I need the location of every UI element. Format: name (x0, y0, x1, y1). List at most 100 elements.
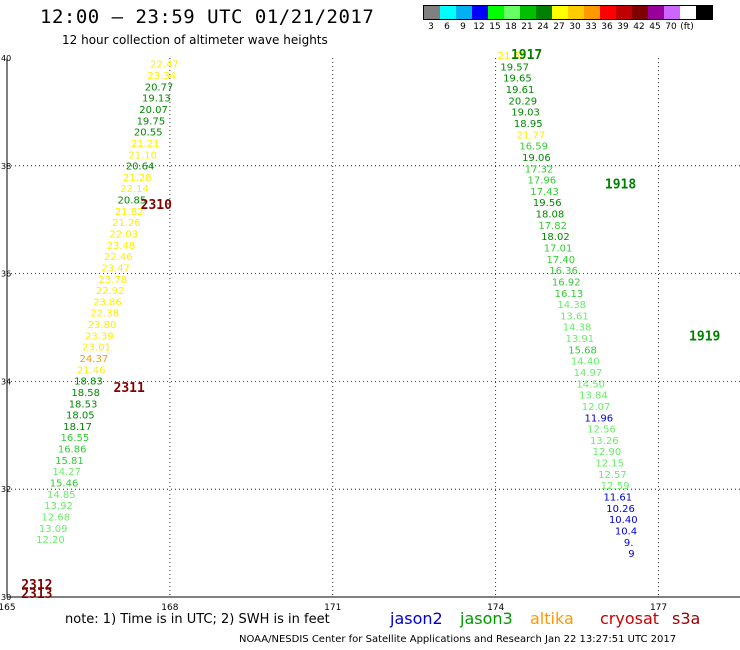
wave-height-label: 18.95 (514, 119, 543, 130)
wave-height-label: 21.28 (123, 173, 152, 184)
legend-swatch (520, 6, 536, 19)
wave-height-label: 18.53 (69, 399, 98, 410)
color-legend: 3 6 9 12 15 18 21 24 27 30 33 36 39 42 45 70 (ft) (423, 5, 713, 32)
wave-height-label: 22.47 (150, 60, 179, 71)
x-tick-label: 171 (324, 603, 341, 613)
legend-label: 45 (649, 22, 661, 32)
y-tick-label: 40 (1, 54, 11, 63)
wave-height-label: 21.21 (131, 139, 160, 150)
legend-swatch (568, 6, 584, 19)
wave-height-label: 13.91 (566, 334, 595, 345)
legend-label: 15 (489, 22, 501, 32)
wave-height-label: 12.90 (593, 447, 622, 458)
wave-height-label: 20.07 (139, 105, 168, 116)
time-marker-label: 1919 (689, 329, 720, 344)
legend-label: 21 (521, 22, 533, 32)
legend-swatch (456, 6, 472, 19)
wave-height-label: 19.03 (511, 108, 540, 119)
legend-label: 42 (633, 22, 645, 32)
wave-height-label: 22.03 (109, 229, 138, 240)
legend-swatch (440, 6, 456, 19)
wave-height-label: 17.01 (544, 244, 573, 255)
wave-height-label: 17.40 (547, 255, 576, 266)
wave-height-label: 18.58 (71, 388, 100, 399)
wave-height-label: 21.26 (112, 218, 141, 229)
satellite-s3a: s3a (672, 609, 701, 628)
wave-height-label: 21.10 (128, 150, 157, 161)
wave-height-label: 19.65 (503, 74, 532, 85)
legend-label: 24 (537, 22, 549, 32)
wave-height-label: 23.48 (107, 241, 136, 252)
wave-height-label: 10.4 (615, 526, 637, 537)
wave-height-label: 17.96 (527, 176, 556, 187)
time-marker-label: 1917 (511, 48, 542, 63)
wave-height-label: 22.14 (120, 184, 149, 195)
wave-height-label: 12.57 (598, 470, 627, 481)
legend-swatch (680, 6, 696, 19)
wave-height-label: 24.37 (80, 354, 109, 365)
legend-swatch (552, 6, 568, 19)
legend-label: 30 (569, 22, 581, 32)
legend-label: 36 (601, 22, 613, 32)
wave-height-label: 12.59 (601, 481, 630, 492)
legend-label: 12 (473, 22, 485, 32)
wave-height-label: 21.82 (115, 207, 144, 218)
wave-height-label: 14.50 (576, 379, 605, 390)
wave-height-label: 21.46 (77, 365, 106, 376)
wave-height-label: 23.34 (147, 71, 176, 82)
wave-height-label: 23.80 (88, 320, 117, 331)
wave-height-label: 23.39 (85, 331, 114, 342)
wave-height-label: 17.43 (530, 187, 559, 198)
page-title: 12:00 – 23:59 UTC 01/21/2017 (40, 6, 375, 28)
wave-height-label: 23.01 (82, 343, 111, 354)
legend-labels: 3 6 9 12 15 18 21 24 27 30 33 36 39 42 45 70 (ft) (423, 22, 713, 32)
legend-color-bar (423, 5, 713, 20)
wave-height-label: 12.56 (587, 425, 616, 436)
wave-height-label: 10.40 (609, 515, 638, 526)
wave-height-label: 18.17 (63, 422, 92, 433)
wave-height-label: 19.13 (142, 94, 171, 105)
wave-height-label: 14.38 (557, 300, 586, 311)
wave-height-label: 21.68 (498, 51, 527, 62)
satellite-cryosat: cryosat (600, 609, 660, 628)
wave-height-label: 20.29 (508, 96, 537, 107)
legend-swatch (472, 6, 488, 19)
wave-height-label: 23.86 (93, 297, 122, 308)
wave-height-label: 18.02 (541, 232, 570, 243)
wave-height-label: 12.68 (42, 512, 71, 523)
wave-height-label: 16.36 (549, 266, 578, 277)
x-tick-label: 165 (0, 603, 16, 613)
wave-height-label: 15.46 (50, 479, 79, 490)
wave-height-label: 13.09 (39, 524, 68, 535)
time-marker-label: 2313 (21, 587, 52, 602)
legend-swatch (424, 6, 440, 19)
legend-label: 3 (428, 22, 434, 32)
legend-swatch (536, 6, 552, 19)
wave-height-label: 10.26 (606, 504, 635, 515)
wave-height-label: 13.84 (579, 391, 608, 402)
wave-height-label: 22.92 (96, 286, 125, 297)
wave-height-label: 18.05 (66, 411, 95, 422)
wave-height-label: 12.15 (595, 459, 624, 470)
wave-height-label: 15.68 (568, 345, 597, 356)
footer-credit: NOAA/NESDIS Center for Satellite Applica… (239, 634, 677, 645)
wave-height-label: 20.85 (118, 196, 147, 207)
wave-height-label: 15.81 (55, 456, 84, 467)
wave-height-label: 14.85 (47, 490, 76, 501)
legend-swatch (632, 6, 648, 19)
wave-height-label: 12.20 (36, 535, 65, 546)
x-tick-label: 177 (650, 603, 667, 613)
legend-swatch (504, 6, 520, 19)
legend-swatch (616, 6, 632, 19)
wave-height-label: 23.47 (101, 263, 130, 274)
legend-label: 18 (505, 22, 517, 32)
wave-height-label: 18.83 (74, 377, 103, 388)
page-subtitle: 12 hour collection of altimeter wave hei… (62, 33, 328, 47)
wave-height-label: 11.96 (585, 413, 614, 424)
wave-height-label: 14.38 (563, 323, 592, 334)
x-tick-label: 168 (161, 603, 178, 613)
legend-swatch (696, 6, 712, 19)
wave-height-label: 19.75 (137, 116, 166, 127)
wave-height-label: 21.77 (517, 130, 546, 141)
